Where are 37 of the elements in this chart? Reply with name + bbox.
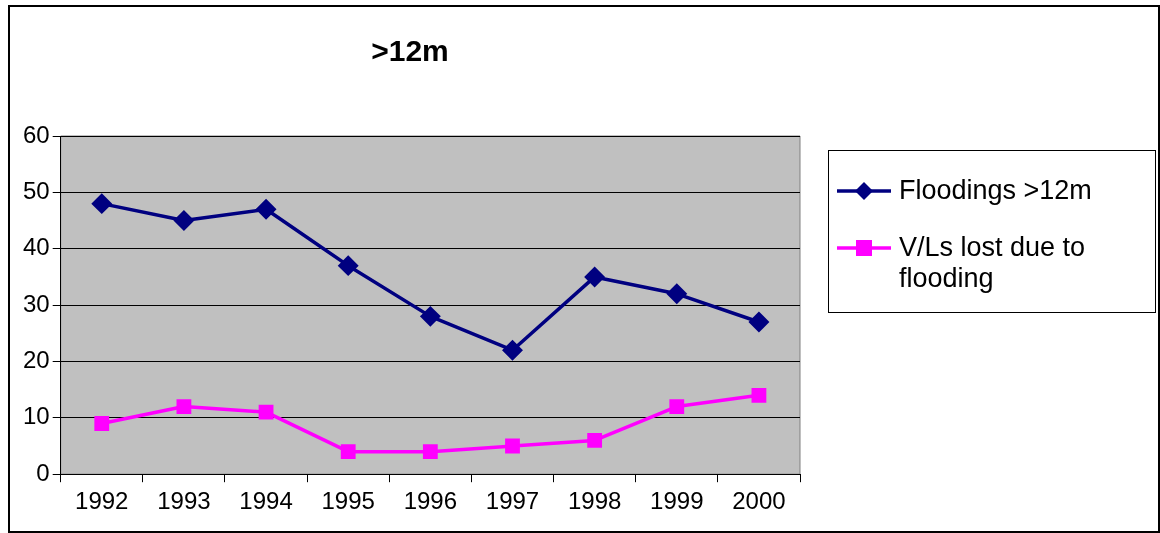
point bbox=[420, 306, 441, 327]
point bbox=[502, 340, 523, 360]
point bbox=[176, 399, 192, 414]
point bbox=[92, 193, 112, 214]
y-tick-label: 0 bbox=[36, 458, 50, 486]
point bbox=[174, 210, 194, 231]
point bbox=[258, 404, 274, 420]
point bbox=[667, 284, 687, 304]
x-tick-label: 1994 bbox=[239, 487, 293, 515]
y-tick-label: 60 bbox=[22, 120, 50, 148]
point bbox=[749, 312, 769, 332]
y-tick-label: 30 bbox=[22, 289, 50, 317]
y-tick-label: 50 bbox=[22, 176, 50, 204]
x-tick-label: 2000 bbox=[732, 487, 786, 515]
point bbox=[584, 267, 605, 287]
y-tick-label: 20 bbox=[22, 346, 50, 374]
x-tick-label: 1993 bbox=[157, 487, 211, 515]
y-tick-label: 10 bbox=[22, 402, 50, 430]
point bbox=[340, 444, 356, 460]
y-tick-label: 40 bbox=[22, 233, 50, 261]
x-tick-label: 1996 bbox=[403, 487, 458, 515]
x-tick-label: 1999 bbox=[650, 487, 704, 515]
chart-title: >12m bbox=[371, 34, 449, 68]
point bbox=[505, 438, 520, 454]
legend-label: Floodings >12m bbox=[899, 175, 1092, 206]
x-tick-label: 1998 bbox=[567, 487, 622, 515]
point bbox=[94, 416, 110, 431]
point bbox=[669, 399, 685, 414]
point bbox=[751, 387, 767, 403]
point bbox=[422, 444, 438, 460]
x-tick-label: 1992 bbox=[75, 487, 129, 515]
x-tick-label: 1995 bbox=[321, 487, 375, 515]
legend-label: V/Ls lost due to flooding bbox=[899, 232, 1087, 294]
x-tick-label: 1997 bbox=[485, 487, 540, 515]
point bbox=[587, 432, 603, 448]
point bbox=[256, 199, 276, 220]
point bbox=[338, 255, 358, 276]
